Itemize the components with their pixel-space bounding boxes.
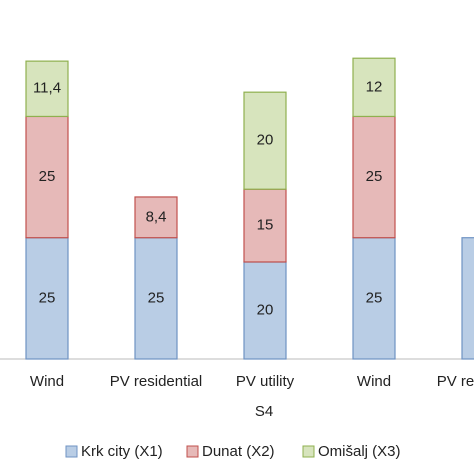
bar-segment <box>352 57 396 118</box>
bar-segment <box>25 115 69 239</box>
data-label: 12 <box>366 78 383 95</box>
legend-swatch <box>186 445 199 458</box>
group-label: S4 <box>255 403 273 420</box>
bar-segment <box>243 261 287 360</box>
x-tick-label: PV residential <box>110 373 203 390</box>
data-label: 15 <box>257 217 274 234</box>
bar-segment <box>134 237 178 360</box>
bar-segment <box>461 237 474 360</box>
x-tick-label: PV residential <box>437 373 474 390</box>
data-label: 25 <box>366 289 383 306</box>
data-label: 8,4 <box>146 208 167 225</box>
data-label: 20 <box>257 301 274 318</box>
legend-label: Dunat (X2) <box>202 443 275 460</box>
bar-segment <box>243 91 287 190</box>
bar-segment <box>134 196 178 239</box>
data-label: 20 <box>257 132 274 149</box>
x-tick-label: PV utility <box>236 373 295 390</box>
x-tick-label: Wind <box>357 373 391 390</box>
data-label: 25 <box>39 289 56 306</box>
bar-segment <box>243 188 287 263</box>
bar-segment <box>25 237 69 360</box>
legend-label: Omišalj (X3) <box>318 443 401 460</box>
legend-swatch <box>302 445 315 458</box>
legend-label: Krk city (X1) <box>81 443 163 460</box>
data-label: 25 <box>366 168 383 185</box>
bar-segment <box>25 60 69 118</box>
data-label: 11,4 <box>33 80 61 97</box>
x-tick-label: Wind <box>30 373 64 390</box>
bar-segment <box>352 115 396 239</box>
data-label: 25 <box>148 289 165 306</box>
bar-segment <box>352 237 396 360</box>
data-label: 25 <box>39 168 56 185</box>
legend-swatch <box>65 445 78 458</box>
